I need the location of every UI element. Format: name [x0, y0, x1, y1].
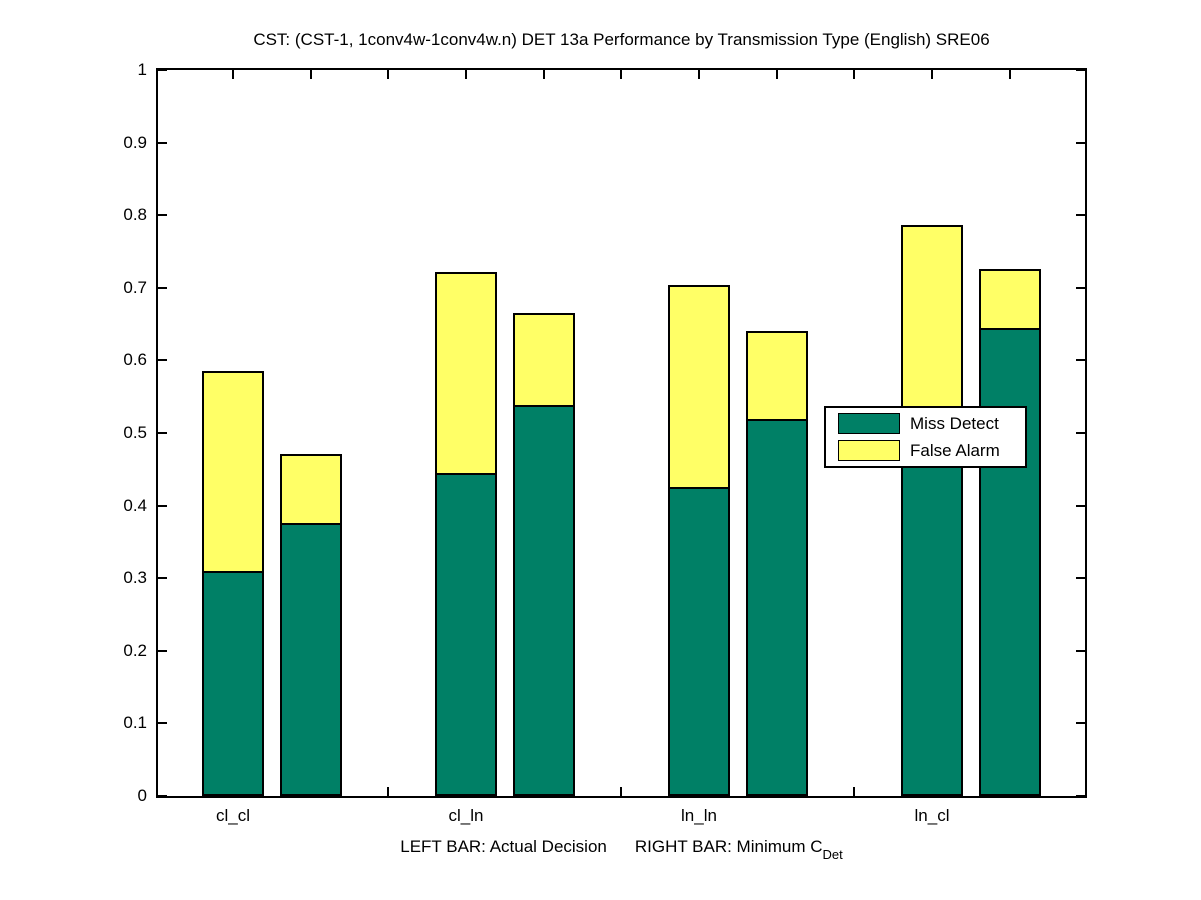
bar-cl-cl-actual-false-alarm: [202, 370, 264, 571]
bar-cl-cl-minimum-false-alarm: [279, 454, 342, 524]
bar-cl-ln-actual-false-alarm: [435, 271, 497, 473]
y-tick-label-0.9: 0.9: [123, 132, 147, 152]
x-tick-top-5: [620, 70, 623, 79]
x-tick-top-1: [309, 70, 312, 79]
y-tick-label-0.8: 0.8: [123, 205, 147, 225]
y-tick-left-0.9: [158, 141, 167, 144]
y-tick-right-0.2: [1076, 649, 1085, 652]
bar-ln-cl-minimum-miss-detect: [978, 328, 1041, 796]
bar-cl-ln-actual-miss-detect: [435, 472, 497, 796]
x-tick-label-cl_ln: cl_ln: [448, 806, 484, 825]
y-tick-label-0.6: 0.6: [123, 350, 147, 370]
x-tick-top-7: [775, 70, 778, 79]
legend: Miss Detect False Alarm: [824, 406, 1027, 468]
y-tick-label-0.3: 0.3: [123, 568, 147, 588]
bar-cl-ln-minimum-miss-detect: [512, 405, 575, 796]
y-tick-right-0.5: [1076, 432, 1085, 434]
y-tick-right-0.7: [1076, 286, 1085, 289]
x-tick-bottom-5: [620, 787, 623, 796]
plot-inner: Miss Detect False Alarm: [158, 69, 1085, 797]
y-tick-label-1: 1: [137, 60, 147, 79]
y-tick-right-0: [1076, 795, 1085, 797]
x-tick-top-10: [1008, 70, 1011, 79]
x-tick-top-9: [931, 70, 933, 79]
x-tick-top-8: [853, 70, 856, 79]
y-tick-label-0: 0: [137, 786, 147, 805]
y-tick-left-0.1: [158, 722, 167, 725]
x-tick-bottom-2: [387, 787, 390, 796]
x-tick-label-ln_ln: ln_ln: [681, 806, 717, 825]
y-tick-right-0.8: [1076, 214, 1085, 217]
y-tick-label-0.2: 0.2: [123, 640, 147, 660]
y-tick-label-0.7: 0.7: [123, 277, 147, 297]
x-tick-top-2: [387, 70, 390, 79]
bar-cl-cl-actual-miss-detect: [202, 570, 264, 796]
x-tick-label-ln_cl: ln_cl: [914, 806, 950, 825]
y-tick-right-1: [1076, 69, 1085, 71]
bar-ln-ln-actual-miss-detect: [668, 486, 730, 796]
miss-detect-swatch: [838, 413, 900, 434]
y-tick-left-0.5: [158, 432, 167, 434]
bar-ln-ln-minimum-false-alarm: [745, 331, 808, 420]
chart-title: CST: (CST-1, 1conv4w-1conv4w.n) DET 13a …: [253, 30, 990, 49]
y-tick-left-0.7: [158, 286, 167, 289]
y-tick-left-0.3: [158, 577, 167, 580]
x-tick-top-0: [232, 70, 234, 79]
y-tick-left-0: [158, 795, 167, 797]
y-tick-left-0.4: [158, 504, 167, 507]
y-tick-label-0.5: 0.5: [123, 423, 147, 442]
x-tick-top-3: [465, 70, 467, 79]
x-axis-label-subscript: Det: [822, 847, 843, 862]
bar-ln-cl-minimum-false-alarm: [978, 268, 1041, 329]
legend-label-miss-detect: Miss Detect: [910, 414, 999, 433]
legend-label-false-alarm: False Alarm: [910, 441, 1000, 460]
x-tick-bottom-8: [853, 787, 856, 796]
bar-ln-ln-actual-false-alarm: [668, 284, 730, 487]
y-tick-label-0.1: 0.1: [123, 713, 147, 733]
y-tick-right-0.3: [1076, 577, 1085, 580]
y-tick-left-0.6: [158, 359, 167, 362]
bar-ln-ln-minimum-miss-detect: [745, 419, 808, 796]
legend-row-false-alarm: False Alarm: [838, 440, 1025, 461]
x-tick-top-4: [542, 70, 545, 79]
y-tick-left-1: [158, 69, 167, 71]
y-tick-right-0.4: [1076, 504, 1085, 507]
plot-area: Miss Detect False Alarm: [156, 68, 1087, 798]
x-axis-label-right: RIGHT BAR: Minimum C: [634, 837, 823, 856]
y-tick-right-0.1: [1076, 722, 1085, 725]
bar-cl-cl-minimum-miss-detect: [279, 523, 342, 796]
y-tick-left-0.8: [158, 214, 167, 217]
bar-ln-cl-actual-miss-detect: [901, 411, 963, 796]
y-tick-label-0.4: 0.4: [123, 495, 147, 515]
legend-row-miss-detect: Miss Detect: [838, 413, 1025, 434]
bar-cl-ln-minimum-false-alarm: [512, 312, 575, 406]
y-tick-left-0.2: [158, 649, 167, 652]
false-alarm-swatch: [838, 440, 900, 461]
x-axis-label: LEFT BAR: Actual Decision RIGHT BAR: Mini…: [156, 837, 1087, 862]
x-tick-label-cl_cl: cl_cl: [215, 806, 250, 825]
x-axis-label-left: LEFT BAR: Actual Decision: [400, 837, 607, 856]
bar-ln-cl-actual-false-alarm: [901, 225, 963, 412]
y-tick-right-0.9: [1076, 141, 1085, 144]
x-tick-top-6: [698, 70, 700, 79]
y-tick-right-0.6: [1076, 359, 1085, 362]
